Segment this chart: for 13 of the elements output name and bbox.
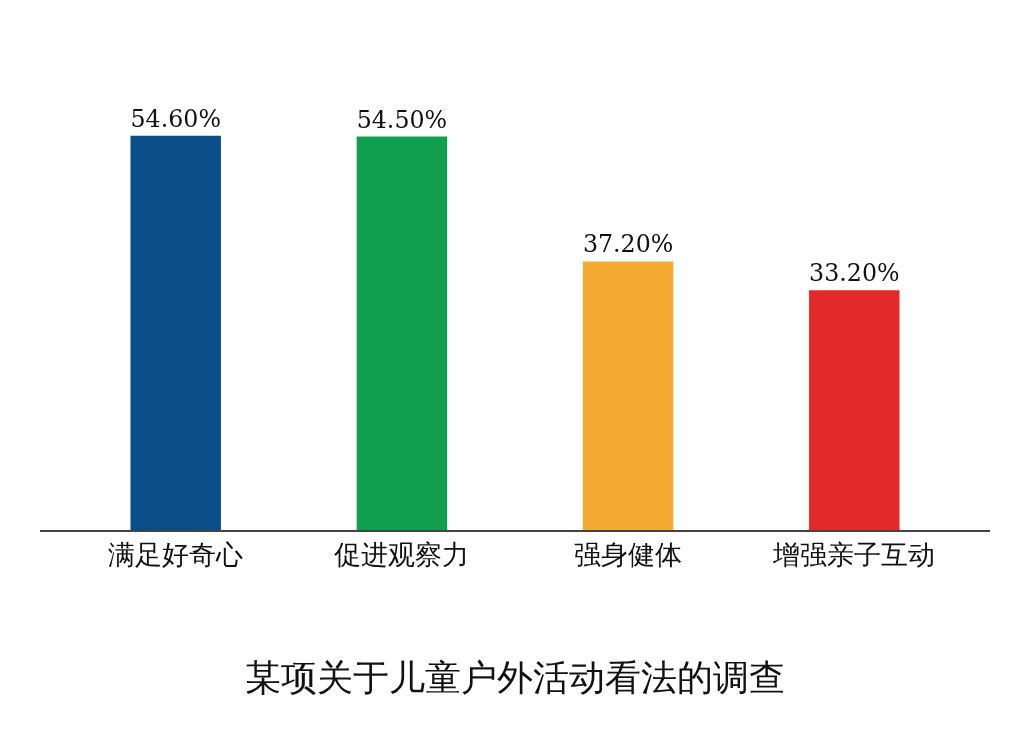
bar (809, 290, 900, 530)
data-label: 54.60% (130, 104, 221, 133)
text: 某项关于儿童户外活动看法的调查 (245, 657, 785, 698)
x-tick-label: 满足好奇心 (108, 539, 244, 571)
bar (582, 261, 674, 530)
data-label: 33.20% (809, 259, 900, 288)
x-tick-label: 增强亲子互动 (772, 539, 936, 571)
data-label: 37.20% (582, 230, 674, 259)
x-tick-label: 促进观察力 (334, 539, 470, 571)
x-tick-label: 强身健体 (574, 539, 683, 571)
bar (356, 136, 448, 530)
data-label: 54.50% (356, 105, 448, 134)
bar (130, 135, 221, 530)
